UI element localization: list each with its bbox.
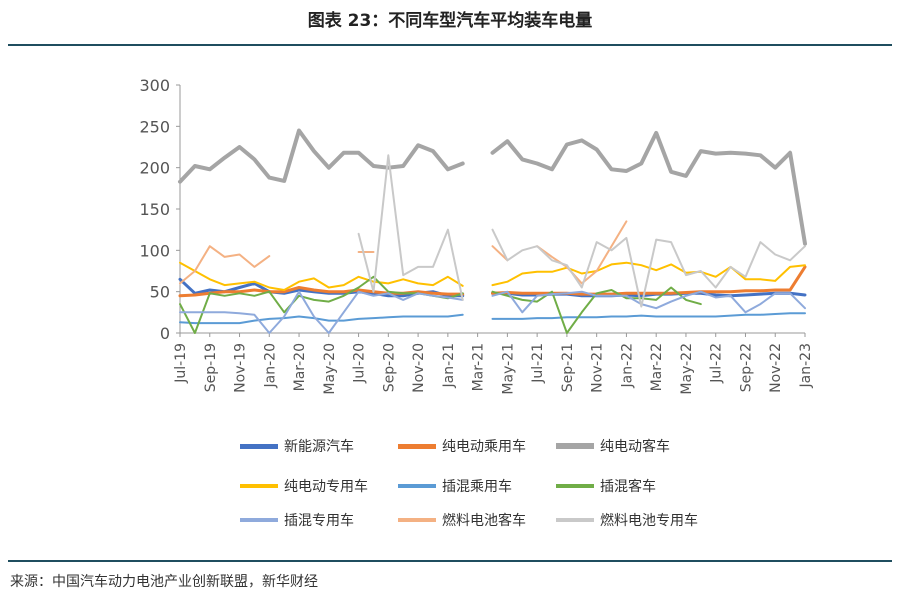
x-tick-label: Mar-20 bbox=[292, 343, 308, 391]
legend-swatch bbox=[240, 484, 278, 488]
y-tick-label: 50 bbox=[150, 283, 170, 302]
series-line-6 bbox=[179, 275, 702, 334]
y-tick-label: 100 bbox=[139, 241, 170, 260]
legend-swatch bbox=[398, 518, 436, 522]
x-tick-label: Jan-22 bbox=[619, 343, 635, 388]
series-line-2 bbox=[178, 265, 807, 298]
series-lines bbox=[178, 128, 807, 334]
legend: 新能源汽车 纯电动乘用车 纯电动客车纯电动专用车 插混乘用车 插混客车插混专用车 燃料电池… bbox=[0, 430, 900, 550]
series-line-5 bbox=[179, 312, 806, 325]
x-tick-label: Jan-20 bbox=[262, 343, 278, 388]
x-tick-label: May-20 bbox=[322, 343, 338, 395]
legend-item: 纯电动乘用车 bbox=[398, 436, 526, 456]
x-tick-label: Nov-22 bbox=[768, 343, 784, 393]
legend-label: 纯电动客车 bbox=[600, 439, 670, 455]
legend-item: 纯电动客车 bbox=[556, 436, 670, 456]
x-tick-label: Sep-20 bbox=[381, 343, 397, 392]
legend-label: 插混乘用车 bbox=[442, 479, 512, 495]
figure-title: 图表 23：不同车型汽车平均装车电量 bbox=[307, 11, 593, 31]
y-tick-label: 300 bbox=[139, 76, 170, 95]
legend-label: 纯电动乘用车 bbox=[442, 439, 526, 455]
series-line-3 bbox=[178, 128, 807, 246]
x-tick-label: May-22 bbox=[679, 343, 695, 395]
legend-label: 插混客车 bbox=[600, 479, 656, 495]
legend-swatch bbox=[240, 443, 278, 449]
legend-item: 新能源汽车 bbox=[240, 436, 354, 456]
x-tick-label: Sep-22 bbox=[738, 343, 754, 392]
legend-label: 燃料电池客车 bbox=[442, 513, 526, 529]
legend-item: 插混乘用车 bbox=[398, 476, 512, 496]
x-tick-label: Nov-19 bbox=[233, 343, 249, 393]
legend-item: 纯电动专用车 bbox=[240, 476, 368, 496]
tick-labels: 0 50 100 150 200 250 300 Jul-19 Sep-19 Nov-19 Jan-… bbox=[139, 76, 814, 395]
legend-item: 插混客车 bbox=[556, 476, 656, 496]
legend-swatch bbox=[556, 443, 594, 449]
bottom-rule bbox=[8, 560, 892, 562]
legend-item: 插混专用车 bbox=[240, 510, 354, 530]
x-tick-label: Jan-23 bbox=[798, 343, 814, 388]
legend-swatch bbox=[556, 484, 594, 488]
legend-swatch bbox=[398, 443, 436, 449]
x-tick-label: Jul-19 bbox=[173, 343, 189, 384]
x-tick-label: Nov-20 bbox=[411, 343, 427, 393]
x-tick-label: Jul-20 bbox=[352, 343, 368, 384]
legend-item: 燃料电池客车 bbox=[398, 510, 526, 530]
y-tick-label: 250 bbox=[139, 117, 170, 136]
y-tick-label: 200 bbox=[139, 159, 170, 178]
x-tick-label: Sep-21 bbox=[560, 343, 576, 392]
legend-label: 插混专用车 bbox=[284, 513, 354, 529]
x-tick-label: Mar-22 bbox=[649, 343, 665, 391]
y-tick-label: 0 bbox=[160, 324, 170, 343]
axes bbox=[176, 84, 806, 337]
x-tick-label: Sep-19 bbox=[203, 343, 219, 392]
series-line-4 bbox=[179, 261, 806, 291]
legend-swatch bbox=[240, 518, 278, 522]
x-tick-label: Jan-21 bbox=[441, 343, 457, 388]
source-note: 来源：中国汽车动力电池产业创新联盟，新华财经 bbox=[10, 574, 318, 590]
x-tick-label: Jul-21 bbox=[530, 343, 546, 384]
legend-item: 燃料电池专用车 bbox=[556, 510, 698, 530]
legend-swatch bbox=[398, 484, 436, 488]
x-tick-label: May-21 bbox=[500, 343, 516, 395]
x-tick-label: Jul-22 bbox=[709, 343, 725, 384]
series-line-9 bbox=[357, 154, 806, 308]
legend-label: 新能源汽车 bbox=[284, 439, 354, 455]
top-rule bbox=[8, 44, 892, 46]
legend-label: 燃料电池专用车 bbox=[600, 513, 698, 529]
series-line-8 bbox=[179, 220, 628, 285]
x-tick-label: Nov-21 bbox=[590, 343, 606, 393]
x-tick-label: Mar-21 bbox=[471, 343, 487, 391]
y-tick-label: 150 bbox=[139, 200, 170, 219]
series-line-7 bbox=[179, 290, 806, 334]
legend-swatch bbox=[556, 518, 594, 522]
legend-label: 纯电动专用车 bbox=[284, 479, 368, 495]
